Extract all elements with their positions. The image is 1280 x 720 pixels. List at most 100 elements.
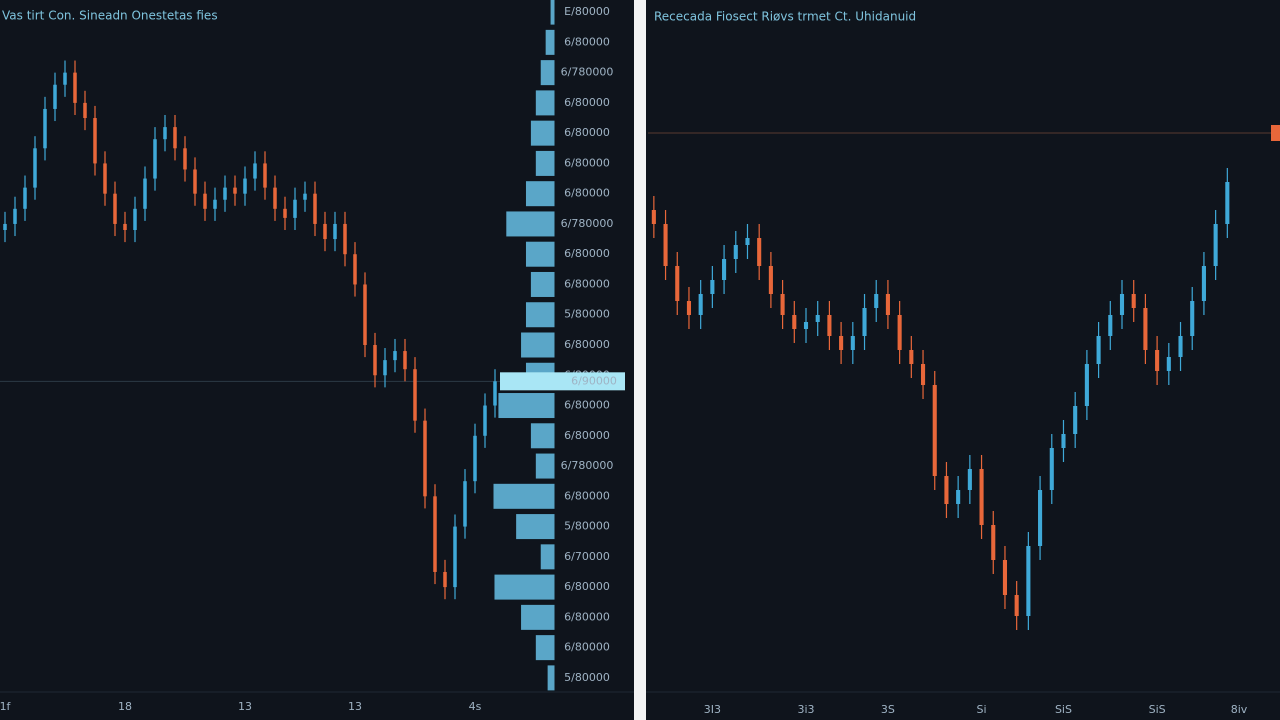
- candle-body: [815, 315, 820, 322]
- volume-profile-bar: [524, 240, 556, 268]
- price-marker: [1271, 125, 1280, 141]
- y-tick-label: 6/80000: [564, 610, 610, 623]
- candle-body: [944, 476, 949, 504]
- candle-body: [909, 350, 914, 364]
- volume-profile-bar: [529, 422, 556, 450]
- candle-body: [874, 294, 879, 308]
- candle-body: [233, 187, 237, 194]
- candle-body: [698, 294, 703, 315]
- candle-body: [722, 259, 727, 280]
- candle-body: [757, 238, 762, 266]
- candle-body: [103, 163, 107, 194]
- candle-body: [413, 369, 417, 421]
- y-tick-label: 6/80000: [564, 580, 610, 593]
- candle-body: [932, 385, 937, 476]
- candle-body: [323, 223, 327, 240]
- current-price-label: 6/90000: [571, 374, 617, 387]
- y-tick-label: 6/80000: [564, 641, 610, 654]
- y-tick-label: 6/70000: [564, 550, 610, 563]
- volume-profile-bar: [534, 634, 556, 662]
- candle-body: [313, 193, 317, 224]
- y-tick-label: 6/80000: [564, 489, 610, 502]
- y-tick-label: 5/80000: [564, 520, 610, 533]
- volume-profile-bar: [539, 543, 556, 571]
- candle-body: [686, 301, 692, 315]
- candle-body: [792, 315, 797, 329]
- candle-body: [53, 84, 57, 109]
- candle-body: [675, 266, 680, 301]
- candle-body: [73, 72, 77, 103]
- candle-body: [710, 280, 715, 294]
- candle-body: [920, 364, 926, 385]
- candle-body: [213, 199, 217, 209]
- y-tick-label: 6/80000: [564, 338, 610, 351]
- candle-body: [1155, 350, 1160, 371]
- y-tick-label: 6/80000: [564, 399, 610, 412]
- candle-body: [93, 118, 97, 164]
- volume-profile-bar: [529, 270, 556, 298]
- x-tick-label: 13: [348, 700, 362, 713]
- candle-body: [133, 208, 137, 230]
- volume-profile-bar: [534, 452, 556, 480]
- candle-body: [827, 315, 832, 336]
- candle-body: [463, 481, 467, 527]
- candle-body: [1049, 448, 1054, 490]
- x-tick-label: 18: [118, 700, 132, 713]
- y-tick-label: 6/80000: [564, 277, 610, 290]
- candle-body: [33, 148, 37, 188]
- candle-body: [885, 294, 890, 315]
- candle-body: [473, 435, 477, 482]
- candle-body: [839, 336, 844, 350]
- candle-body: [1225, 182, 1230, 224]
- volume-profile-bar: [549, 0, 556, 26]
- x-tick-label: Si: [977, 703, 987, 716]
- volume-profile-bar: [524, 301, 556, 329]
- volume-profile-bar: [544, 28, 556, 56]
- x-tick-label: 3S: [881, 703, 895, 716]
- x-tick-label: 13: [238, 700, 252, 713]
- y-tick-label: 6/780000: [561, 459, 614, 472]
- candle-body: [433, 496, 437, 572]
- volume-profile-bar: [493, 573, 556, 601]
- candle-body: [183, 148, 187, 170]
- candle-body: [173, 127, 177, 149]
- candle-body: [651, 210, 656, 224]
- candle-body: [273, 187, 277, 209]
- candle-body: [663, 224, 668, 266]
- candle-body: [13, 208, 17, 224]
- x-tick-label: 4s: [469, 700, 482, 713]
- candle-body: [1038, 490, 1043, 546]
- y-tick-label: 6/780000: [561, 217, 614, 230]
- candle-body: [243, 178, 247, 194]
- candle-body: [193, 169, 197, 194]
- volume-profile-bar: [505, 210, 556, 238]
- volume-profile-bar: [492, 482, 556, 510]
- candle-body: [383, 360, 387, 376]
- candle-body: [1190, 301, 1195, 336]
- candle-body: [967, 469, 972, 490]
- candle-body: [1178, 336, 1183, 357]
- candle-body: [1073, 406, 1078, 434]
- candle-body: [1166, 357, 1171, 371]
- candle-body: [123, 223, 127, 230]
- candle-body: [453, 526, 457, 588]
- candle-body: [803, 322, 809, 329]
- y-tick-label: 6/80000: [564, 429, 610, 442]
- x-tick-label: 3i3: [797, 703, 814, 716]
- candle-body: [393, 351, 397, 361]
- candle-body: [1002, 560, 1008, 595]
- volume-profile-bar: [497, 392, 556, 420]
- x-tick-label: 1f: [0, 700, 12, 713]
- candle-body: [1096, 336, 1101, 364]
- panel-divider: [634, 0, 646, 720]
- candle-body: [153, 139, 157, 179]
- y-tick-label: 5/80000: [564, 308, 610, 321]
- candle-body: [1201, 266, 1206, 301]
- y-tick-label: 6/80000: [564, 187, 610, 200]
- chart-title: Vas tirt Con. Sineadn Onestetas fies: [2, 9, 218, 23]
- candle-body: [203, 193, 207, 209]
- candle-body: [1119, 294, 1125, 315]
- candle-body: [1143, 308, 1148, 350]
- candle-body: [63, 72, 67, 85]
- candle-body: [745, 238, 750, 245]
